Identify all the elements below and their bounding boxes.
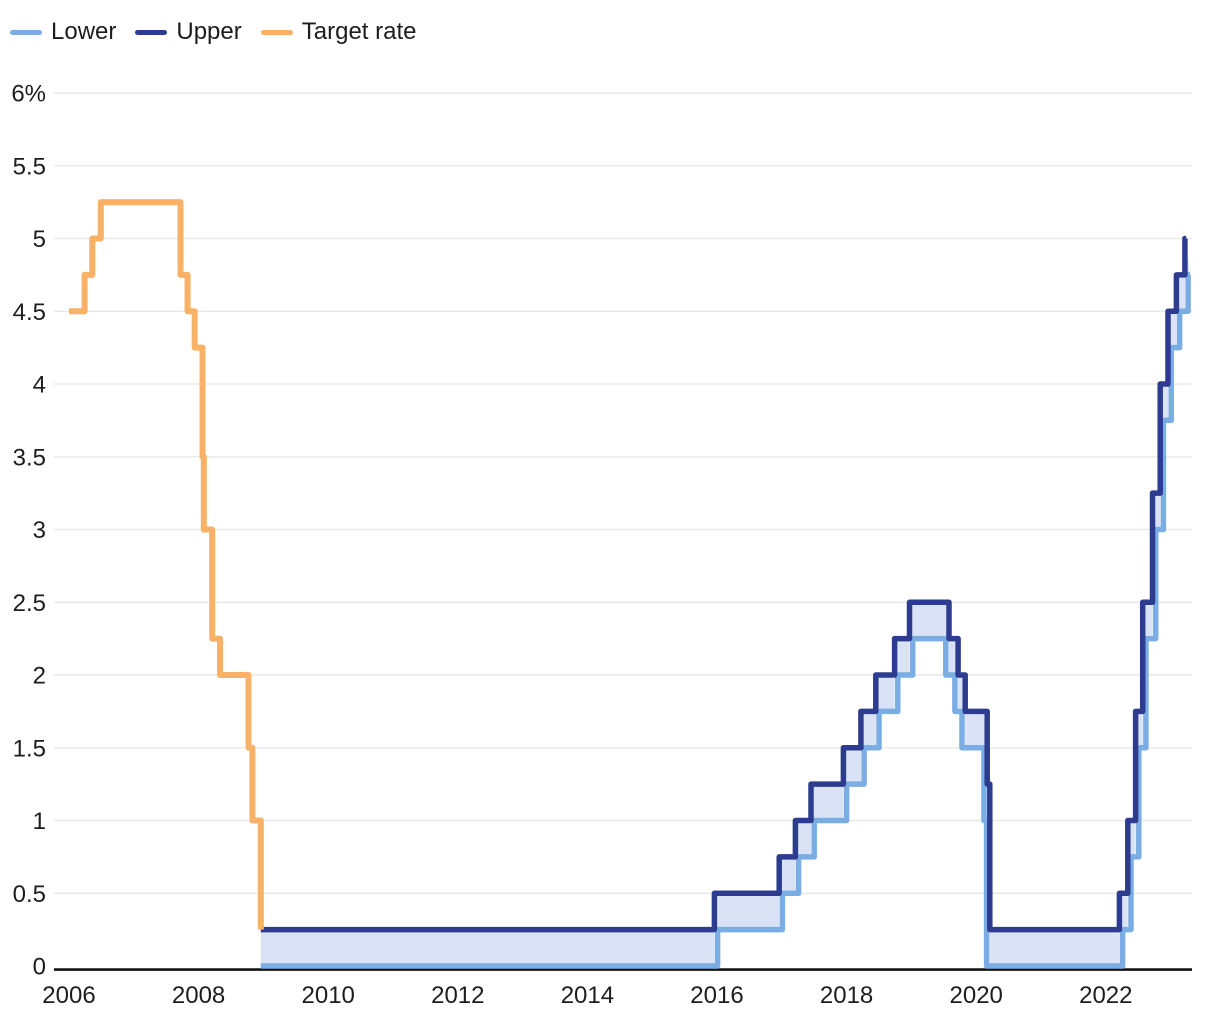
x-tick-label: 2010: [302, 982, 355, 1009]
x-tick-label: 2022: [1079, 982, 1132, 1009]
legend-item-target-rate: Target rate: [260, 18, 417, 45]
y-tick-label: 2: [33, 663, 46, 690]
y-tick-label: 6%: [11, 81, 46, 108]
y-tick-label: 1: [33, 808, 46, 835]
gridlines: [54, 92, 1192, 894]
y-tick-label: 5: [33, 226, 46, 253]
x-tick-label: 2018: [820, 982, 873, 1009]
y-tick-label: 2.5: [13, 590, 46, 617]
y-tick-label: 4.5: [13, 299, 46, 326]
x-tick-label: 2006: [42, 982, 95, 1009]
x-tick-label: 2012: [431, 982, 484, 1009]
y-tick-label: 3: [33, 517, 46, 544]
legend-swatch-upper-icon: [135, 29, 168, 35]
legend-swatch-target-rate-icon: [260, 29, 293, 35]
y-tick-label: 5.5: [13, 153, 46, 180]
legend-label-lower: Lower: [51, 18, 117, 45]
x-tick-label: 2016: [690, 982, 743, 1009]
chart-legend: Lower Upper Target rate: [10, 20, 416, 44]
y-tick-label: 3.5: [13, 444, 46, 471]
y-tick-label: 0.5: [13, 881, 46, 908]
legend-item-upper: Upper: [135, 18, 242, 45]
legend-swatch-lower-icon: [10, 29, 42, 35]
y-tick-label: 1.5: [13, 735, 46, 762]
series-line-upper: [260, 235, 1188, 933]
series-line-lower: [260, 272, 1191, 969]
x-tick-label: 2008: [172, 982, 225, 1009]
legend-label-upper: Upper: [176, 18, 242, 45]
legend-item-lower: Lower: [10, 20, 116, 44]
x-tick-label: 2014: [561, 982, 614, 1009]
legend-label-target-rate: Target rate: [301, 18, 417, 45]
series-line-target: [69, 199, 264, 930]
x-tick-label: 2020: [950, 982, 1003, 1009]
y-tick-label: 4: [33, 372, 46, 399]
y-tick-label: 0: [33, 954, 46, 981]
x-axis-labels: 2006 2008 2010 2012 2014 2016 2018 2020 2022: [42, 982, 1132, 1009]
y-axis-labels: 6% 5.5 5 4.5 4 3.5 3 2.5 2 1.5 1 0.5 0: [11, 81, 46, 981]
